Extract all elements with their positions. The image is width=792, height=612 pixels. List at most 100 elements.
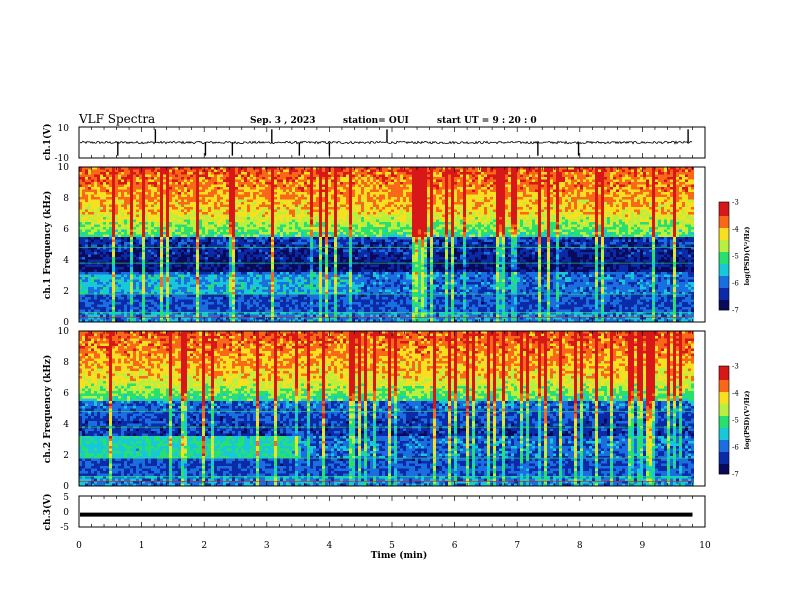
- spectrogram-cell: [226, 182, 229, 185]
- spectrogram-cell: [298, 247, 301, 250]
- spectrogram-cell: [100, 309, 103, 313]
- spectrogram-cell: [118, 189, 121, 193]
- spectrogram-cell: [145, 227, 148, 230]
- spectrogram-cell: [103, 214, 106, 218]
- spectrogram-cell: [250, 312, 253, 315]
- spectrogram-cell: [79, 279, 82, 283]
- spectrogram-cell: [223, 212, 226, 215]
- spectrogram-cell: [142, 222, 145, 225]
- spectrogram-cell: [277, 239, 280, 243]
- spectrogram-cell: [226, 177, 229, 180]
- spectrogram-cell: [247, 232, 250, 235]
- spectrogram-cell: [298, 234, 301, 238]
- spectrogram-cell: [109, 224, 112, 228]
- spectrogram-cell: [229, 174, 232, 178]
- spectrogram-cell: [133, 237, 136, 240]
- spectrogram-cell: [151, 297, 154, 300]
- spectrogram-cell: [169, 294, 172, 298]
- spectrogram-cell: [199, 189, 202, 193]
- spectrogram-cell: [130, 314, 133, 318]
- spectrogram-cell: [85, 227, 88, 230]
- spectrogram-cell: [214, 227, 217, 230]
- spectrogram-cell: [199, 187, 202, 190]
- spectrogram-cell: [238, 204, 241, 208]
- spectrogram-cell: [142, 277, 145, 280]
- spectrogram-cell: [244, 179, 247, 183]
- spectrogram-cell: [151, 267, 154, 270]
- spectrogram-cell: [226, 204, 229, 208]
- spectrogram-cell: [277, 304, 280, 308]
- spectrogram-cell: [136, 214, 139, 218]
- spectrogram-cell: [286, 237, 289, 240]
- spectrogram-cell: [199, 304, 202, 308]
- spectrogram-cell: [163, 219, 166, 223]
- spectrogram-cell: [271, 294, 274, 298]
- spectrogram-cell: [247, 187, 250, 190]
- spectrogram-cell: [139, 219, 142, 223]
- spectrogram-cell: [292, 182, 295, 185]
- spectrogram-cell: [211, 182, 214, 185]
- spectrogram-cell: [277, 272, 280, 275]
- spectrogram-cell: [193, 204, 196, 208]
- spectrogram-cell: [283, 277, 286, 280]
- spectrogram-cell: [262, 302, 265, 305]
- spectrogram-cell: [91, 297, 94, 300]
- spectrogram-cell: [136, 167, 139, 170]
- spectrogram-cell: [97, 204, 100, 208]
- spectrogram-cell: [94, 264, 97, 268]
- spectrogram-cell: [232, 197, 235, 200]
- spectrogram-cell: [271, 177, 274, 180]
- spectrogram-cell: [133, 182, 136, 185]
- spectrogram-cell: [220, 224, 223, 228]
- spectrogram-cell: [127, 307, 130, 310]
- spectrogram-cell: [298, 267, 301, 270]
- spectrogram-cell: [307, 219, 310, 223]
- spectrogram-cell: [124, 209, 127, 213]
- spectrogram-cell: [79, 284, 82, 288]
- spectrogram-cell: [160, 207, 163, 210]
- spectrogram-cell: [307, 282, 310, 285]
- spectrogram-cell: [232, 194, 235, 198]
- spectrogram-cell: [229, 297, 232, 300]
- spectrogram-cell: [190, 234, 193, 238]
- spectrogram-cell: [202, 202, 205, 205]
- spectrogram-cell: [244, 302, 247, 305]
- spectrogram-cell: [304, 224, 307, 228]
- spectrogram-cell: [148, 279, 151, 283]
- spectrogram-cell: [109, 314, 112, 318]
- spectrogram-cell: [235, 182, 238, 185]
- spectrogram-cell: [265, 314, 268, 318]
- spectrogram-cell: [193, 287, 196, 290]
- spectrogram-cell: [283, 209, 286, 213]
- spectrogram-cell: [229, 282, 232, 285]
- spectrogram-cell: [214, 207, 217, 210]
- spectrogram-cell: [94, 217, 97, 220]
- spectrogram-cell: [244, 219, 247, 223]
- spectrogram-cell: [91, 239, 94, 243]
- spectrogram-cell: [91, 247, 94, 250]
- spectrogram-cell: [124, 284, 127, 288]
- spectrogram-cell: [226, 174, 229, 178]
- spectrogram-cell: [274, 177, 277, 180]
- spectrogram-cell: [298, 189, 301, 193]
- spectrogram-cell: [103, 277, 106, 280]
- spectrogram-cell: [112, 179, 115, 183]
- spectrogram-cell: [151, 204, 154, 208]
- spectrogram-cell: [220, 192, 223, 195]
- spectrogram-cell: [184, 294, 187, 298]
- spectrogram-cell: [175, 239, 178, 243]
- spectrogram-cell: [310, 209, 313, 213]
- spectrogram-cell: [109, 244, 112, 248]
- spectrogram-cell: [163, 172, 166, 175]
- spectrogram-cell: [94, 239, 97, 243]
- spectrogram-cell: [241, 292, 244, 295]
- spectrogram-cell: [121, 214, 124, 218]
- spectrogram-cell: [109, 194, 112, 198]
- spectrogram-cell: [277, 192, 280, 195]
- spectrogram-cell: [184, 252, 187, 255]
- spectrogram-cell: [298, 257, 301, 260]
- spectrogram-cell: [160, 304, 163, 308]
- spectrogram-cell: [79, 267, 82, 270]
- spectrogram-cell: [247, 279, 250, 283]
- spectrogram-cell: [214, 169, 217, 173]
